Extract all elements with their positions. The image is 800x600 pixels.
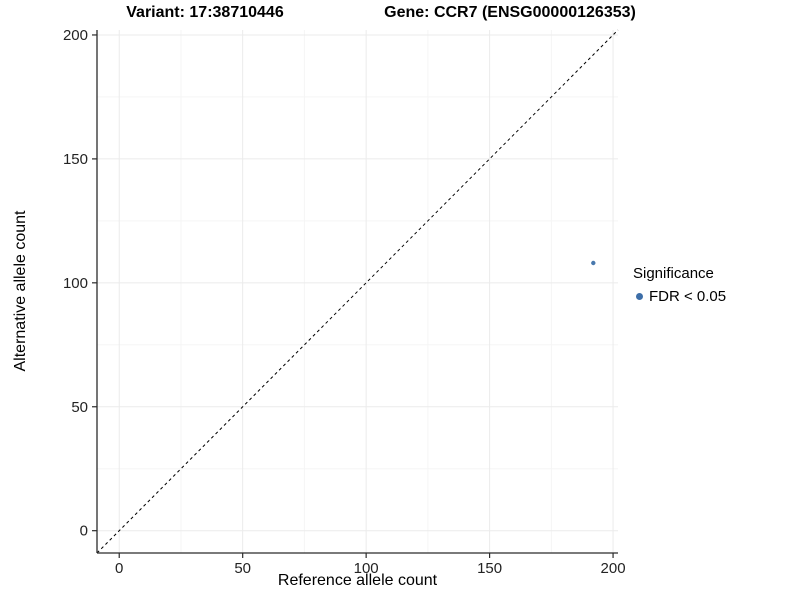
x-tick-label: 100 bbox=[354, 560, 379, 577]
data-point bbox=[591, 260, 596, 266]
legend-title: Significance bbox=[633, 265, 714, 282]
gene-title: Gene: CCR7 (ENSG00000126353) bbox=[384, 4, 636, 21]
legend-point-icon bbox=[636, 293, 643, 300]
y-tick-label: 200 bbox=[63, 27, 88, 44]
legend-item-label: FDR < 0.05 bbox=[649, 288, 727, 305]
legend-item: FDR < 0.05 bbox=[633, 288, 726, 305]
x-tick-label: 0 bbox=[115, 560, 123, 577]
y-tick-label: 100 bbox=[63, 275, 88, 292]
y-axis-title: Alternative allele count bbox=[12, 210, 29, 372]
variant-title: Variant: 17:38710446 bbox=[126, 4, 284, 21]
y-tick-label: 50 bbox=[71, 399, 88, 416]
x-tick-label: 150 bbox=[477, 560, 502, 577]
identity-reference-line bbox=[96, 29, 619, 554]
x-tick-label: 200 bbox=[601, 560, 626, 577]
x-tick-label: 50 bbox=[234, 560, 251, 577]
y-tick-label: 150 bbox=[63, 151, 88, 168]
legend: Significance FDR < 0.05 bbox=[633, 265, 726, 305]
x-axis-title: Reference allele count bbox=[277, 572, 438, 589]
y-tick-label: 0 bbox=[80, 523, 88, 540]
